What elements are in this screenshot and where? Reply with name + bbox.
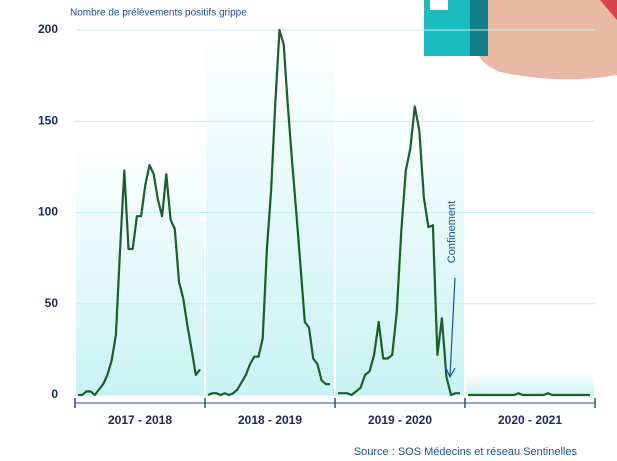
y-tick-label: 100 xyxy=(38,205,58,219)
y-tick-label: 150 xyxy=(38,113,58,127)
x-tick-label: 2017 - 2018 xyxy=(108,413,172,427)
x-tick-label: 2018 - 2019 xyxy=(238,413,302,427)
season-line xyxy=(78,164,201,397)
season-panel xyxy=(466,373,594,395)
y-axis-label: Nombre de prélévements positifs grippe xyxy=(70,8,247,19)
y-tick-label: 0 xyxy=(51,387,58,401)
season-line xyxy=(207,28,330,397)
annotation: Confinement xyxy=(446,201,458,263)
decoration xyxy=(424,0,617,80)
source: Source : SOS Médecins et réseau Sentinel… xyxy=(354,446,578,458)
y-tick-label: 200 xyxy=(38,22,58,36)
season-line xyxy=(338,105,460,397)
season-panel xyxy=(76,145,204,395)
x-tick-label: 2019 - 2020 xyxy=(368,413,432,427)
season-line xyxy=(468,392,590,397)
x-tick-label: 2020 - 2021 xyxy=(498,413,562,427)
y-tick-label: 50 xyxy=(45,296,59,310)
annotation-arrow xyxy=(445,277,456,379)
